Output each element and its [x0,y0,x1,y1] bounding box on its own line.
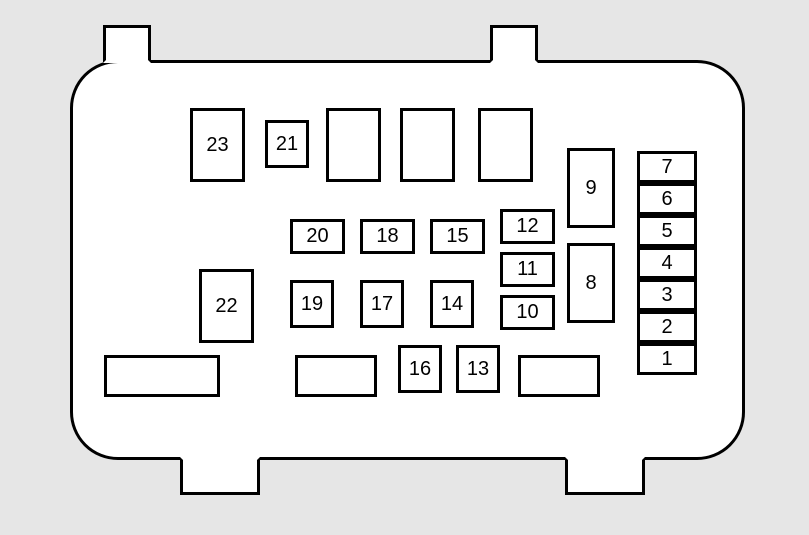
tab-bottom-right [565,457,645,495]
fuse-17: 17 [360,280,404,328]
slot-c [478,108,533,182]
fuse-7: 7 [637,151,697,183]
tab-top-left [103,25,151,63]
fuse-5: 5 [637,215,697,247]
fuse-8: 8 [567,243,615,323]
fuse-14: 14 [430,280,474,328]
fuse-11: 11 [500,252,555,287]
fuse-23: 23 [190,108,245,182]
fuse-6: 6 [637,183,697,215]
fuse-16: 16 [398,345,442,393]
fuse-13: 13 [456,345,500,393]
fuse-18: 18 [360,219,415,254]
slot-e [295,355,377,397]
slot-f [518,355,600,397]
fuse-3: 3 [637,279,697,311]
fuse-2: 2 [637,311,697,343]
fuse-19: 19 [290,280,334,328]
fuse-1: 1 [637,343,697,375]
fuse-15: 15 [430,219,485,254]
fuse-21: 21 [265,120,309,168]
slot-a [326,108,381,182]
fuse-22: 22 [199,269,254,343]
slot-d [104,355,220,397]
tab-top-right [490,25,538,63]
fuse-4: 4 [637,247,697,279]
fuse-9: 9 [567,148,615,228]
fuse-20: 20 [290,219,345,254]
slot-b [400,108,455,182]
fuse-12: 12 [500,209,555,244]
tab-bottom-left [180,457,260,495]
fuse-10: 10 [500,295,555,330]
